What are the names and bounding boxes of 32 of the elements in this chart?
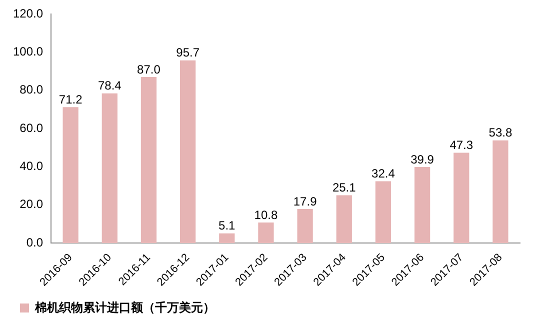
- data-label: 95.7: [176, 46, 200, 60]
- bar: [62, 107, 78, 244]
- data-label: 25.1: [332, 180, 356, 195]
- y-tick-label: 120.0: [13, 6, 44, 20]
- data-label: 10.8: [254, 208, 278, 222]
- data-label: 5.1: [218, 218, 236, 233]
- y-tick-label: 0.0: [26, 235, 44, 250]
- bar: [414, 166, 430, 244]
- data-label: 39.9: [410, 152, 434, 166]
- data-label: 87.0: [137, 62, 161, 76]
- y-tick-label: 40.0: [20, 159, 44, 174]
- y-tick-label: 60.0: [20, 120, 44, 135]
- bar: [297, 208, 313, 244]
- y-tick-label: 20.0: [20, 197, 44, 212]
- y-tick-label: 80.0: [20, 82, 44, 97]
- data-label: 71.2: [58, 92, 83, 106]
- bar: [492, 140, 508, 244]
- bar: [258, 222, 274, 244]
- bar: [454, 152, 470, 244]
- data-label: 32.4: [372, 166, 396, 181]
- legend-label: 棉机织物累计进口额（千万美元）: [34, 300, 215, 314]
- data-label: 78.4: [98, 78, 122, 93]
- data-label: 53.8: [488, 126, 512, 140]
- bar: [219, 233, 235, 244]
- bar: [336, 195, 352, 244]
- bar: [180, 60, 196, 244]
- data-label: 47.3: [450, 138, 474, 152]
- bar: [375, 181, 392, 244]
- bar: [140, 77, 157, 244]
- y-tick-label: 100.0: [13, 44, 44, 58]
- bar: [102, 93, 118, 244]
- data-label: 17.9: [293, 194, 318, 208]
